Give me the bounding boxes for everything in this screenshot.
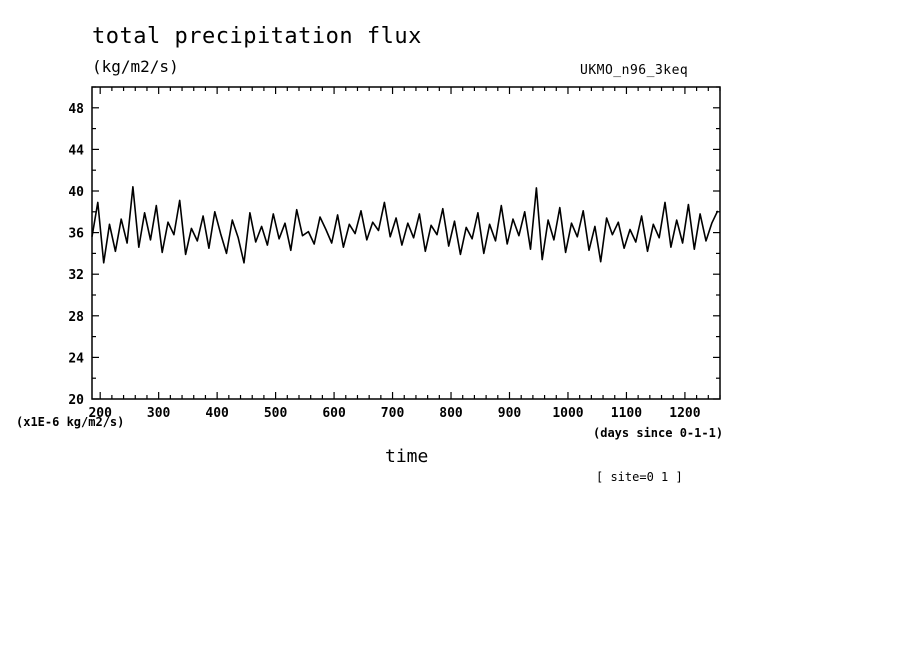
x-axis-units-label: (days since 0-1-1): [593, 426, 724, 440]
y-tick-label: 24: [68, 351, 84, 366]
x-tick-label: 200: [88, 406, 112, 421]
axis-tick-labels: 20 24 28 32 36 40 44 48 200 300 400 500 600 700 800 900…: [68, 102, 700, 421]
x-tick-label: 600: [322, 406, 346, 421]
x-tick-label: 700: [381, 406, 405, 421]
axis-ticks: [92, 86, 721, 400]
x-tick-label: 500: [264, 406, 288, 421]
y-tick-label: 44: [68, 143, 84, 158]
chart-units-label: (kg/m2/s): [92, 57, 179, 76]
series-line: [91, 186, 719, 264]
x-tick-label: 400: [205, 406, 229, 421]
model-label: UKMO_n96_3keq: [580, 63, 689, 78]
y-tick-label: 20: [68, 393, 84, 408]
y-tick-label: 48: [68, 102, 84, 117]
y-scale-label: (x1E-6 kg/m2/s): [16, 415, 125, 429]
x-tick-label: 1000: [552, 406, 583, 421]
y-tick-label: 32: [68, 268, 84, 283]
chart-title: total precipitation flux: [92, 24, 422, 49]
x-tick-label: 800: [439, 406, 463, 421]
y-tick-label: 40: [68, 185, 84, 200]
y-tick-label: 36: [68, 227, 84, 242]
plot-frame: [91, 86, 721, 400]
site-label: [ site=0 1 ]: [596, 470, 683, 484]
x-tick-label: 900: [498, 406, 522, 421]
x-tick-label: 1100: [611, 406, 642, 421]
x-axis-label: time: [385, 446, 429, 467]
y-tick-label: 28: [68, 310, 84, 325]
x-tick-label: 1200: [669, 406, 700, 421]
x-tick-label: 300: [147, 406, 171, 421]
